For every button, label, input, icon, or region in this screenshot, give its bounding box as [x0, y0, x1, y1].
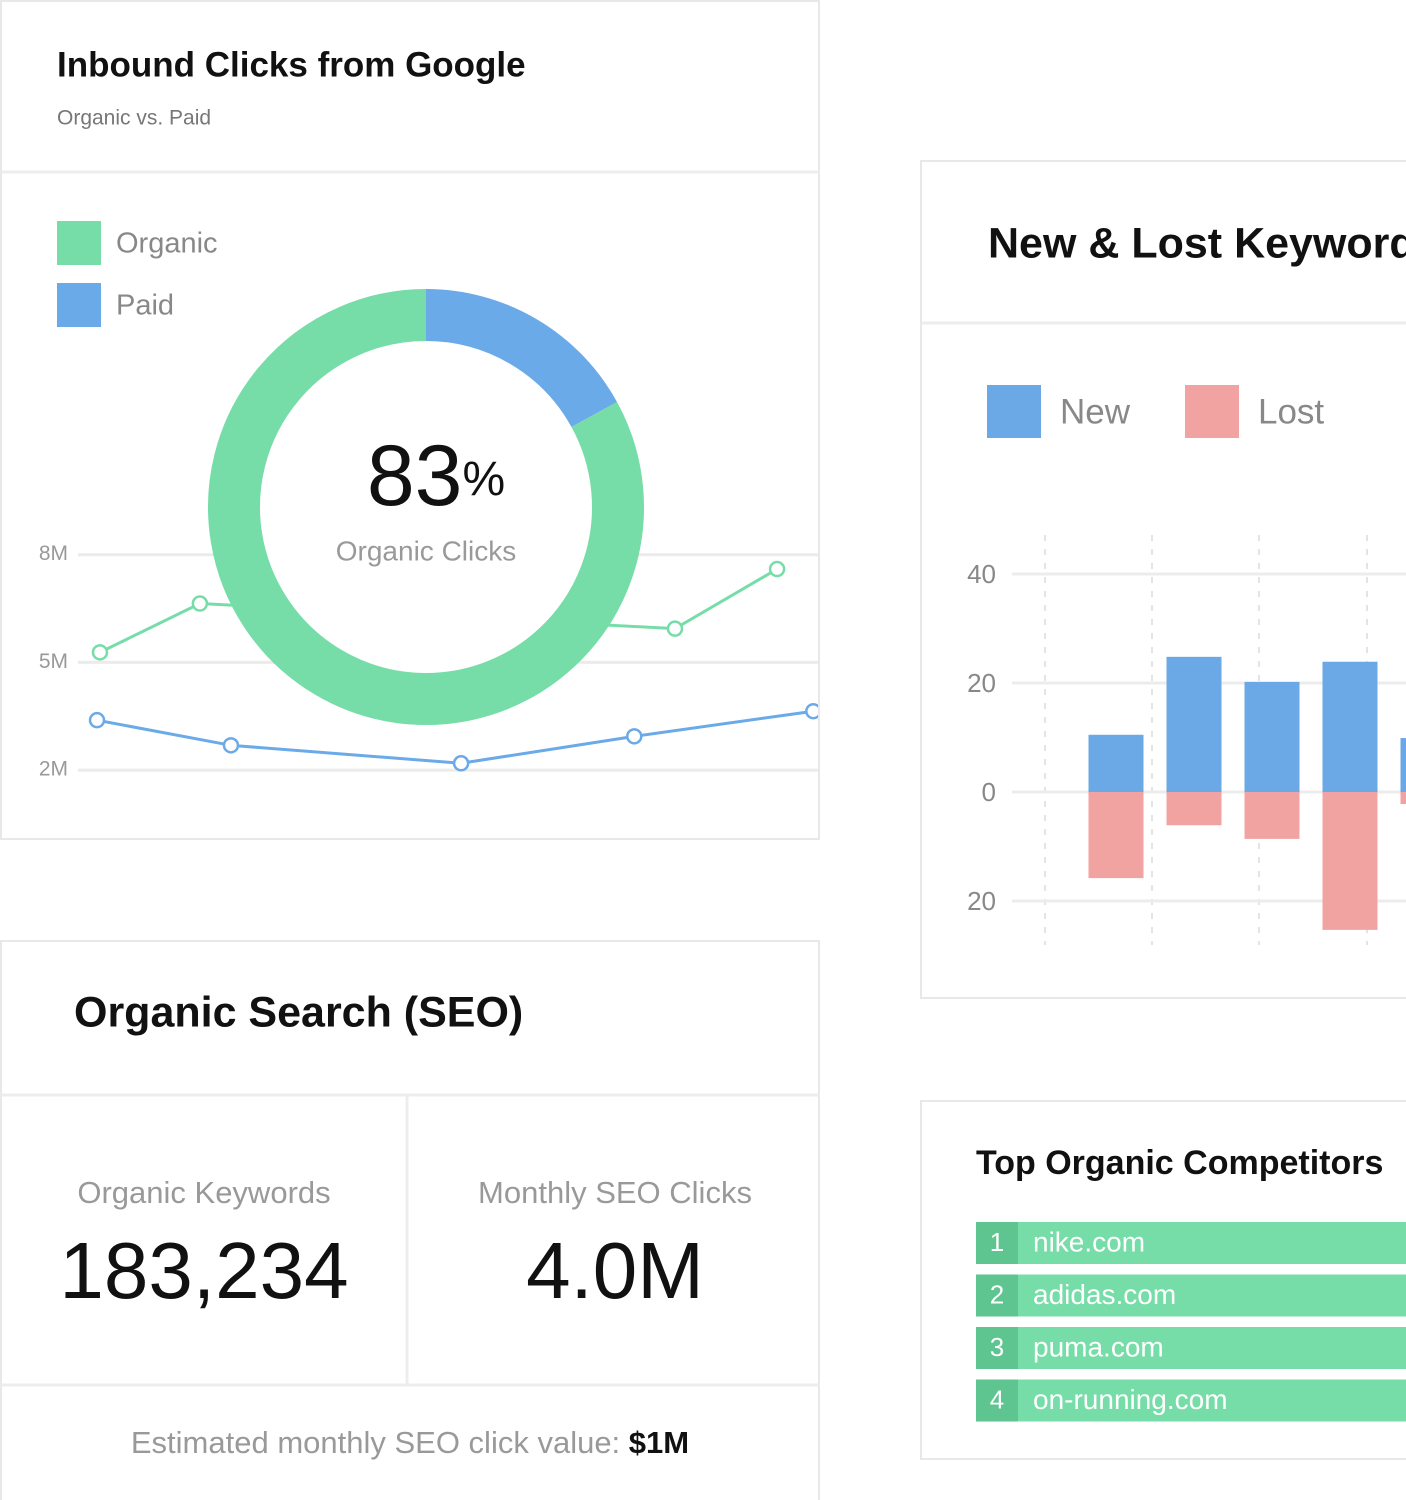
bar-chart: [1012, 572, 1406, 930]
metric-label: Organic Keywords: [77, 1175, 330, 1210]
center-number: 83: [367, 428, 463, 524]
point: [666, 620, 684, 637]
point: [805, 702, 818, 720]
domain: adidas.com: [1033, 1279, 1176, 1310]
y-tick-label: 5M: [39, 650, 68, 673]
bar: [1166, 656, 1222, 792]
y-tick-label: 0: [982, 777, 996, 807]
y-tick-label: 20: [967, 668, 996, 698]
legend-swatch: [57, 283, 101, 327]
rank: 2: [990, 1279, 1004, 1309]
rank: 4: [990, 1384, 1004, 1414]
rank-cell: [976, 1222, 1018, 1264]
bar: [1322, 661, 1378, 792]
point: [88, 711, 106, 729]
card-title: Organic Search (SEO): [74, 988, 523, 1036]
rank: 1: [990, 1227, 1004, 1257]
center-unit: %: [462, 453, 505, 506]
donut-chart: Organic Paid 83% Organic Clicks: [57, 221, 644, 725]
card-subtitle: Organic vs. Paid: [57, 107, 211, 130]
point: [222, 737, 240, 754]
donut-segment: [208, 289, 644, 725]
domain: on-running.com: [1033, 1384, 1228, 1415]
bar: [1400, 792, 1406, 804]
rank-cell: [976, 1379, 1018, 1422]
competitor-list: 1 nike.com 2 adidas.com 3 puma.com 4 on-running…: [976, 1222, 1406, 1422]
point: [768, 560, 786, 578]
donut-segment: [425, 289, 618, 428]
row-bar: [976, 1327, 1406, 1369]
point: [452, 755, 470, 772]
footer-label: Estimated monthly SEO click value:: [131, 1425, 629, 1460]
donut-hole: [234, 315, 618, 699]
card-title: New & Lost Keywords: [988, 219, 1406, 267]
metric-value: 183,234: [59, 1226, 348, 1315]
bar: [1244, 681, 1300, 792]
bar: [1400, 738, 1406, 792]
bar: [1322, 792, 1378, 930]
bar: [1088, 792, 1144, 879]
bar: [1244, 792, 1300, 839]
domain: puma.com: [1033, 1331, 1164, 1362]
card: [0, 940, 820, 1500]
y-tick-label: 20: [967, 886, 996, 916]
y-tick-label: 40: [967, 559, 996, 589]
y-tick-label: 8M: [39, 542, 68, 565]
legend-label: New: [1060, 392, 1131, 431]
domain: nike.com: [1033, 1226, 1145, 1257]
point: [91, 644, 109, 661]
legend-label: Lost: [1258, 392, 1324, 431]
card-title: Top Organic Competitors: [976, 1144, 1383, 1182]
legend-label: Paid: [116, 290, 174, 322]
metric-value: 4.0M: [526, 1226, 704, 1315]
rank-cell: [976, 1274, 1018, 1317]
bar: [1088, 734, 1144, 792]
rank: 3: [990, 1332, 1004, 1362]
point: [626, 728, 643, 745]
legend-label: Organic: [116, 228, 218, 260]
center-label: Organic Clicks: [336, 535, 516, 566]
legend-swatch: [987, 385, 1041, 438]
legend-swatch: [1185, 385, 1239, 438]
row-bar: [976, 1379, 1406, 1422]
metric-label: Monthly SEO Clicks: [478, 1175, 752, 1210]
footer-value: $1M: [629, 1425, 689, 1460]
bar: [1166, 792, 1222, 826]
center-value: 83%: [367, 428, 505, 524]
row-bar: [976, 1274, 1406, 1317]
legend-swatch: [57, 221, 101, 265]
y-tick-label: 2M: [39, 758, 68, 781]
rank-cell: [976, 1327, 1018, 1369]
row-bar: [976, 1222, 1406, 1264]
point: [191, 595, 209, 612]
footer-text: Estimated monthly SEO click value: $1M: [131, 1425, 689, 1460]
card-title: Inbound Clicks from Google: [57, 45, 526, 84]
